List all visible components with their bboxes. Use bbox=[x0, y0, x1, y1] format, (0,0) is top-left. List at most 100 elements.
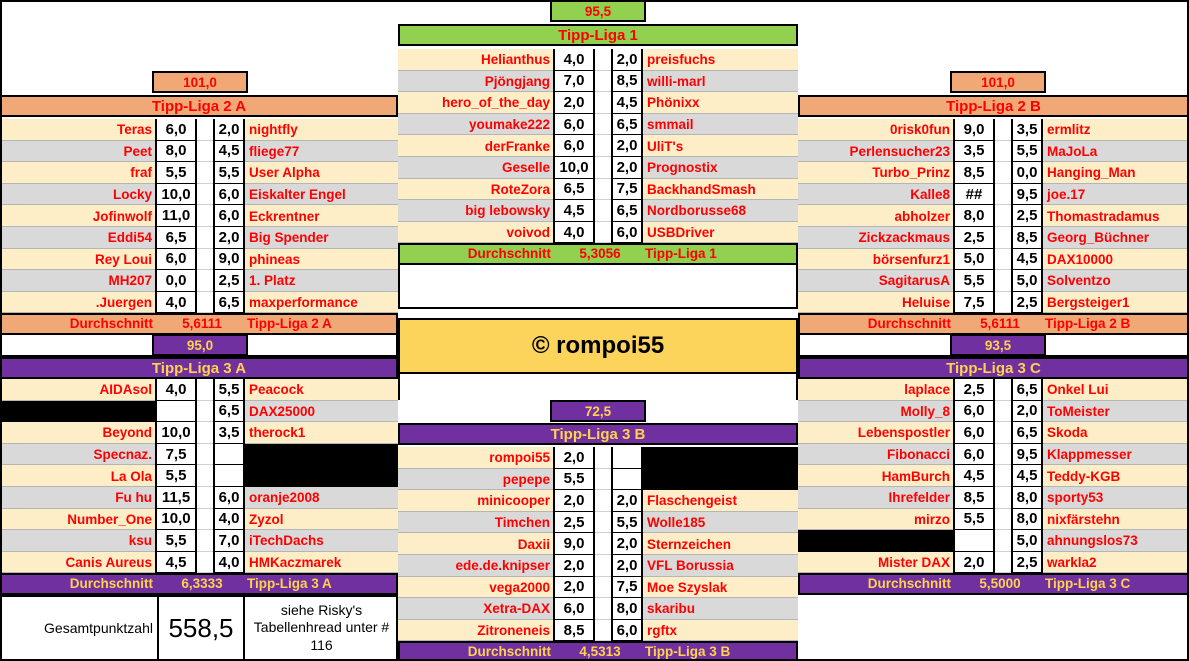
liga3a-spacer bbox=[197, 443, 213, 466]
liga1-score-right: 2,0 bbox=[611, 49, 643, 71]
liga1-topscore: 95,5 bbox=[550, 0, 646, 22]
liga1-player-left: derFranke bbox=[484, 138, 550, 154]
liga3a-empty-slot bbox=[245, 443, 398, 466]
average-league: Tipp-Liga 1 bbox=[645, 246, 717, 262]
liga3b-player-left: minicooper bbox=[477, 493, 550, 509]
liga3b-score-left: 6,0 bbox=[553, 598, 595, 620]
liga3a-spacer bbox=[197, 487, 213, 509]
liga2b-spacer bbox=[995, 270, 1011, 292]
liga3b-spacer bbox=[595, 468, 611, 491]
liga3a-score-left: 5,5 bbox=[155, 465, 197, 487]
average-value: 5,6111 bbox=[980, 316, 1020, 332]
liga3c-player-right: Klappmesser bbox=[1047, 447, 1132, 463]
liga3a-player-left: Specnaz. bbox=[93, 447, 152, 463]
liga2a-score-right: 6,0 bbox=[213, 183, 245, 206]
liga2b-score-right: 0,0 bbox=[1011, 162, 1043, 184]
liga2b-spacer bbox=[995, 291, 1011, 314]
liga1-score-right: 6,5 bbox=[611, 113, 643, 136]
liga2b-score-right: 4,5 bbox=[1011, 248, 1043, 271]
liga3a-score-left: 11,5 bbox=[155, 487, 197, 509]
liga3c-empty-slot-left bbox=[798, 530, 953, 552]
liga3b-score-right: 7,5 bbox=[611, 576, 643, 599]
liga1-score-left: 4,0 bbox=[553, 49, 595, 71]
liga3a-spacer bbox=[197, 379, 213, 401]
liga3b-player-right: Moe Szyslak bbox=[647, 579, 728, 595]
liga3c-player-left: Fibonacci bbox=[886, 447, 950, 463]
average-label: Durchschnitt bbox=[867, 576, 951, 592]
liga3b-player-left: Zitroneneis bbox=[477, 623, 550, 639]
liga3b-player-right: rgftx bbox=[647, 623, 677, 639]
liga3a-spacer bbox=[197, 551, 213, 574]
liga2a-spacer bbox=[197, 270, 213, 292]
liga1-player-right: willi-marl bbox=[647, 73, 706, 89]
liga3a-score-left: 5,5 bbox=[155, 530, 197, 552]
liga1-player-left: Helianthus bbox=[480, 52, 550, 68]
liga3b-spacer bbox=[595, 619, 611, 642]
liga3b-score-left: 2,0 bbox=[553, 490, 595, 512]
liga1-spacer bbox=[595, 200, 611, 222]
liga2b-score-left: 3,5 bbox=[953, 140, 995, 163]
liga3c-spacer bbox=[995, 508, 1011, 531]
average-value: 4,5313 bbox=[579, 644, 621, 660]
liga3c-spacer bbox=[995, 422, 1011, 444]
liga2a-spacer bbox=[197, 119, 213, 141]
liga3a-player-left: Fu hu bbox=[115, 490, 152, 506]
liga2b-player-left: Zickzackmaus bbox=[858, 230, 950, 246]
liga3b-player-right: Flaschengeist bbox=[647, 493, 738, 509]
liga2a-score-left: 5,5 bbox=[155, 162, 197, 184]
liga3b-score-left: 9,0 bbox=[553, 533, 595, 555]
liga2a-score-right: 2,5 bbox=[213, 270, 245, 292]
liga3a-score-left: 4,5 bbox=[155, 551, 197, 574]
liga3b-score-left: 8,5 bbox=[553, 619, 595, 642]
liga3c-player-left: Lebenspostler bbox=[857, 425, 950, 441]
liga3c-spacer bbox=[995, 465, 1011, 487]
liga1-score-left: 6,5 bbox=[553, 178, 595, 201]
liga2b-spacer bbox=[995, 162, 1011, 184]
liga3c-spacer bbox=[995, 530, 1011, 552]
liga3a-spacer bbox=[197, 422, 213, 444]
liga3b-player-left: pepepe bbox=[502, 471, 550, 487]
liga1-score-right: 6,0 bbox=[611, 221, 643, 244]
liga2a-average-row: Durchschnitt 5,6111 Tipp-Liga 2 A bbox=[0, 313, 398, 336]
liga2a-score-right: 4,5 bbox=[213, 140, 245, 163]
liga2a-player-right: Eckrentner bbox=[249, 208, 320, 224]
liga2a-spacer bbox=[197, 183, 213, 206]
liga2a-spacer bbox=[197, 140, 213, 163]
liga1-player-left: hero_of_the_day bbox=[441, 95, 550, 111]
liga2b-player-right: Solventzo bbox=[1047, 273, 1111, 289]
average-label: Durchschnitt bbox=[69, 316, 153, 332]
liga2b-spacer bbox=[995, 248, 1011, 271]
liga3c-score-right: 8,0 bbox=[1011, 487, 1043, 509]
average-label: Durchschnitt bbox=[467, 246, 551, 262]
average-league: Tipp-Liga 2 B bbox=[1045, 316, 1131, 332]
liga2b-player-right: Georg_Büchner bbox=[1047, 230, 1150, 246]
liga2b-topscore: 101,0 bbox=[950, 71, 1046, 93]
liga2b-player-right: Hanging_Man bbox=[1047, 165, 1136, 181]
liga3b-player-left: Xetra-DAX bbox=[483, 601, 550, 617]
liga2a-score-right: 2,0 bbox=[213, 119, 245, 141]
liga3a-header: Tipp-Liga 3 A bbox=[0, 357, 398, 379]
liga3b-player-left: ede.de.knipser bbox=[455, 558, 550, 574]
liga3b-player-right: Sternzeichen bbox=[647, 536, 732, 552]
liga3b-spacer bbox=[595, 511, 611, 534]
liga1-spacer bbox=[595, 221, 611, 244]
liga3a-average-row: Durchschnitt 6,3333 Tipp-Liga 3 A bbox=[0, 573, 398, 596]
liga3a-player-left: AIDAsol bbox=[99, 382, 152, 398]
liga2b-score-left: 5,0 bbox=[953, 248, 995, 271]
liga3c-score-left: 8,5 bbox=[953, 487, 995, 509]
liga3b-spacer bbox=[595, 576, 611, 599]
liga3b-score-right: 2,0 bbox=[611, 490, 643, 512]
liga2b-player-left: Kalle8 bbox=[910, 187, 950, 203]
liga3c-spacer bbox=[995, 487, 1011, 509]
liga3c-player-right: Skoda bbox=[1047, 425, 1088, 441]
liga1-score-left: 10,0 bbox=[553, 157, 595, 179]
liga2a-score-right: 9,0 bbox=[213, 248, 245, 271]
liga1-spacer bbox=[595, 92, 611, 114]
liga1-player-left: RoteZora bbox=[490, 181, 550, 197]
liga2a-player-left: Teras bbox=[116, 122, 152, 138]
liga1-score-right: 8,5 bbox=[611, 70, 643, 93]
liga3a-player-right: oranje2008 bbox=[249, 490, 320, 506]
liga2a-score-right: 6,0 bbox=[213, 205, 245, 227]
liga2a-spacer bbox=[197, 291, 213, 314]
liga3a-spacer bbox=[197, 508, 213, 531]
